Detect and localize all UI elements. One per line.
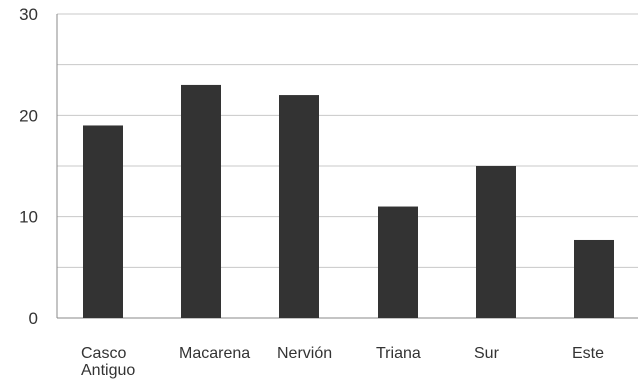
x-tick-label: Nervión: [277, 345, 332, 362]
x-tick-label: Sur: [474, 345, 500, 362]
y-axis-ticks: 0 10 20 30: [19, 5, 38, 328]
x-tick-label: Macarena: [179, 345, 250, 362]
bar: [476, 166, 516, 318]
bar: [574, 239, 614, 318]
x-tick-label: Este: [572, 345, 604, 362]
y-tick-label: 30: [19, 5, 38, 24]
y-tick-label: 10: [19, 208, 38, 227]
bars: [83, 84, 614, 318]
bar: [279, 95, 319, 318]
grid-lines: [56, 13, 638, 319]
bar: [378, 206, 418, 318]
y-tick-label: 0: [29, 309, 38, 328]
x-axis-labels: Casco Antiguo Macarena Nervión Triana Sur Este: [81, 345, 604, 379]
bar: [181, 84, 221, 318]
y-tick-label: 20: [19, 106, 38, 125]
bar: [83, 125, 123, 318]
x-tick-label: Casco Antiguo: [81, 345, 135, 379]
x-tick-label: Triana: [376, 345, 421, 362]
